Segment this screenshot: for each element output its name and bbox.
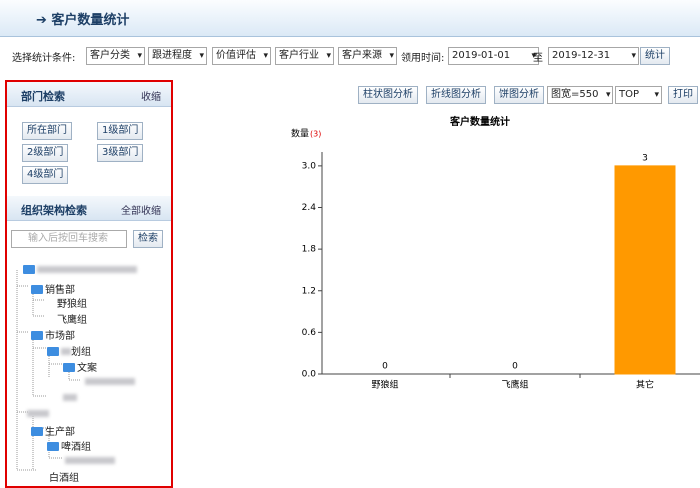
bar	[614, 165, 676, 375]
y-label-count: (3)	[310, 130, 321, 139]
toolbar-button[interactable]: 打印	[668, 86, 698, 104]
tree-node[interactable]	[23, 265, 137, 276]
filter-label: 选择统计条件:	[12, 53, 76, 64]
header-title: ➔ 客户数量统计	[36, 13, 130, 28]
dept-title: 部门检索	[21, 90, 65, 103]
tree-node[interactable]: 市场部	[31, 327, 75, 342]
tree-node[interactable]: 飞鹰组	[57, 315, 87, 326]
tree-node[interactable]: 生产部	[31, 423, 75, 438]
x-tick-label: 其它	[636, 379, 654, 391]
toolbar-button[interactable]: 饼图分析	[494, 86, 544, 104]
chart-title: 客户数量统计	[449, 115, 510, 128]
select[interactable]: 客户分类	[86, 47, 145, 65]
date-input[interactable]: 2019-12-31	[548, 47, 639, 65]
to-label: 至	[533, 53, 543, 64]
dept-button[interactable]: 4级部门	[22, 166, 69, 184]
search-input[interactable]: 输入后按回车搜索	[11, 230, 127, 248]
chart: 客户数量统计 数量 (3) 0.0 0.6 1.2 1.8 2.4 3.0 野狼组 0 飞鹰组 0…	[291, 115, 700, 391]
blurred-node	[63, 394, 77, 401]
dept-button[interactable]: 1级部门	[97, 122, 144, 140]
width-select[interactable]: 图宽=550	[547, 86, 614, 104]
time-label: 领用时间:	[401, 53, 445, 64]
search-button[interactable]: 检索	[133, 230, 163, 248]
x-tick-label: 飞鹰组	[501, 379, 528, 391]
header: ➔ 客户数量统计	[0, 0, 700, 37]
y-tick-label: 1.8	[302, 245, 317, 255]
sidebar: 部门检索 收缩 所在部门 1级部门 2级部门 3级部门 4级部门 组织架构检索 全部…	[5, 80, 173, 488]
y-label: 数量	[291, 128, 309, 140]
tree-node[interactable]: 啤酒组	[47, 438, 91, 453]
y-tick-label: 1.2	[302, 286, 316, 296]
y-tick-label: 3.0	[302, 161, 317, 171]
y-tick-label: 0.0	[302, 370, 317, 380]
toolbar-button[interactable]: 柱状图分析	[358, 86, 418, 104]
x-tick-label: 野狼组	[371, 379, 398, 391]
dept-button[interactable]: 2级部门	[22, 144, 69, 162]
tree-node[interactable]: 文案	[63, 359, 97, 374]
title-text: 客户数量统计	[51, 13, 130, 28]
y-tick-label: 0.6	[302, 328, 317, 338]
select[interactable]: 跟进程度	[148, 47, 207, 65]
blurred-node	[27, 410, 49, 417]
blurred-node	[85, 378, 135, 385]
top-select[interactable]: TOP	[615, 86, 662, 104]
value-label: 0	[512, 362, 518, 372]
tree-node[interactable]: 白酒组	[49, 473, 79, 484]
dept-button[interactable]: 所在部门	[22, 122, 72, 140]
dept-header: 部门检索 收缩	[7, 82, 171, 107]
org-header: 组织架构检索 全部收缩	[7, 196, 171, 221]
tree-node[interactable]: 野狼组	[57, 299, 87, 310]
tree-node[interactable]: 划组	[47, 343, 91, 358]
select[interactable]: 客户行业	[275, 47, 334, 65]
dept-button[interactable]: 3级部门	[97, 144, 144, 162]
value-label: 3	[642, 153, 648, 163]
value-label: 0	[382, 362, 388, 372]
org-toggle[interactable]: 全部收缩	[121, 206, 161, 217]
stat-button[interactable]: 统计	[640, 47, 670, 65]
dept-toggle[interactable]: 收缩	[141, 92, 161, 103]
y-tick-label: 2.4	[302, 203, 317, 213]
toolbar-button[interactable]: 折线图分析	[426, 86, 486, 104]
org-title: 组织架构检索	[21, 204, 87, 217]
select[interactable]: 价值评估	[212, 47, 271, 65]
date-input[interactable]: 2019-01-01	[448, 47, 539, 65]
tree-node[interactable]: 销售部	[31, 281, 75, 296]
blurred-node	[65, 457, 115, 464]
select[interactable]: 客户来源	[338, 47, 397, 65]
